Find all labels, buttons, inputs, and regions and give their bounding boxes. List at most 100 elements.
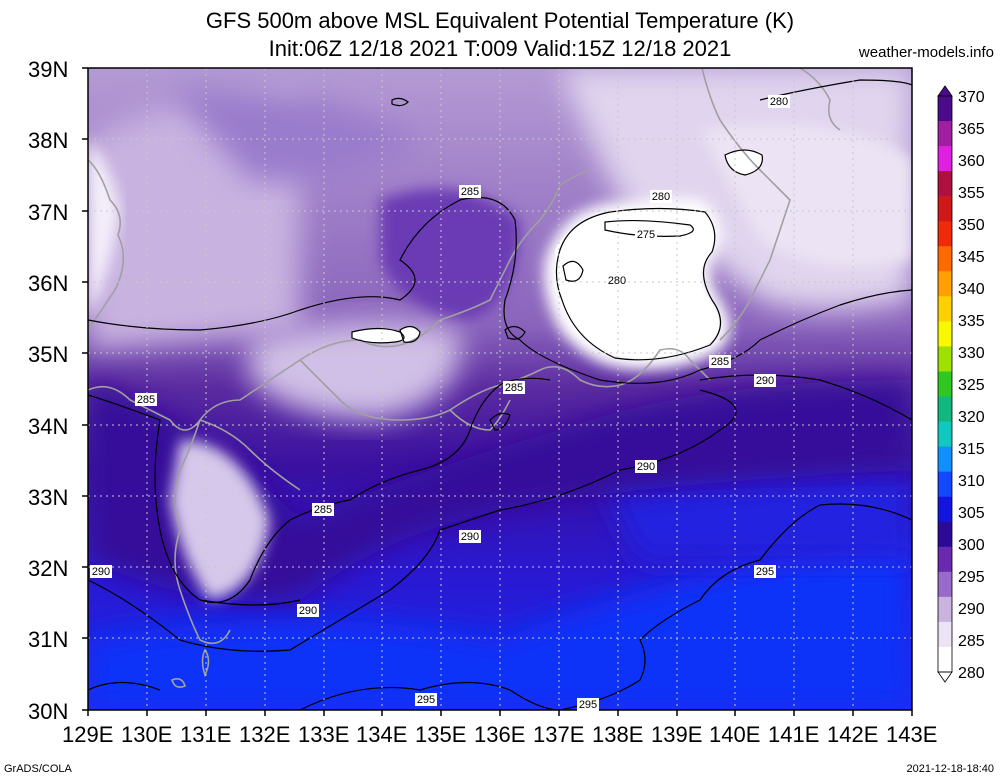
contour-285-kyushu: 285	[312, 503, 334, 516]
contour-285-mid: 285	[503, 381, 525, 394]
contour-280-south: 280	[606, 273, 628, 287]
colorbar-swatch	[938, 121, 952, 147]
colorbar-swatch	[938, 646, 952, 673]
svg-text:295: 295	[756, 566, 774, 578]
lat-label-35n: 35N	[28, 342, 69, 367]
colorbar-swatch	[938, 321, 952, 347]
colorbar-label: 340	[958, 281, 985, 298]
lon-label-135e: 135E	[415, 722, 467, 747]
colorbar-label: 355	[958, 185, 985, 202]
lat-label-33n: 33N	[28, 485, 69, 510]
lon-label-137e: 137E	[533, 722, 585, 747]
colorbar-swatch	[938, 596, 952, 623]
lat-label-32n: 32N	[28, 556, 69, 581]
colorbar-swatch	[938, 621, 952, 648]
colorbar-swatch	[938, 546, 952, 573]
colorbar-swatch	[938, 471, 952, 498]
lon-label-138e: 138E	[592, 722, 644, 747]
lat-label-31n: 31N	[28, 627, 69, 652]
svg-text:285: 285	[711, 356, 729, 368]
lon-label-133e: 133E	[298, 722, 350, 747]
colorbar-label: 295	[958, 569, 985, 586]
svg-text:280: 280	[608, 275, 626, 287]
lon-label-141e: 141E	[768, 722, 820, 747]
colorbar-label: 315	[958, 441, 985, 458]
colorbar-swatch	[938, 371, 952, 398]
lat-label-36n: 36N	[28, 271, 69, 296]
colorbar: 370 365 360 355 350 345 340 335 330 325 320 315 310 3…	[937, 85, 985, 683]
colorbar-arrow-bottom	[937, 671, 953, 683]
lon-label-134e: 134E	[356, 722, 408, 747]
svg-text:280: 280	[652, 191, 670, 203]
colorbar-swatch	[938, 396, 952, 423]
colorbar-label: 345	[958, 249, 985, 266]
coastlines	[88, 68, 841, 688]
colorbar-swatch	[938, 496, 952, 523]
lon-label-129e: 129E	[62, 722, 114, 747]
svg-text:290: 290	[299, 605, 317, 617]
lat-label-37n: 37N	[28, 200, 69, 225]
lon-label-140e: 140E	[709, 722, 761, 747]
colorbar-swatch	[938, 421, 952, 448]
svg-text:285: 285	[505, 382, 523, 394]
colorbar-label: 320	[958, 409, 985, 426]
svg-text:290: 290	[461, 531, 479, 543]
colorbar-swatch	[938, 521, 952, 548]
contour-295-east: 295	[754, 565, 776, 578]
colorbar-label: 290	[958, 601, 985, 618]
tick-marks	[82, 67, 913, 716]
footer-right: 2021-12-18-18:40	[906, 763, 994, 775]
contour-290-east: 290	[754, 374, 776, 387]
colorbar-swatch	[938, 296, 952, 322]
contour-290-south: 290	[297, 604, 319, 617]
contour-285-west: 285	[135, 393, 157, 406]
colorbar-label: 325	[958, 377, 985, 394]
contour-275: 275	[635, 228, 657, 241]
lon-label-130e: 130E	[121, 722, 173, 747]
contour-290-west: 290	[90, 565, 112, 578]
lon-label-142e: 142E	[827, 722, 879, 747]
colorbar-border	[937, 95, 953, 673]
svg-text:280: 280	[770, 96, 788, 108]
contour-value-labels: 280 280 275 280 285 285 285 285 285 290 …	[90, 95, 790, 711]
lat-label-39n: 39N	[28, 57, 69, 82]
svg-text:285: 285	[461, 186, 479, 198]
title-line-2: Init:06Z 12/18 2021 T:009 Valid:15Z 12/1…	[268, 36, 732, 61]
colorbar-swatch	[938, 571, 952, 598]
svg-text:285: 285	[137, 394, 155, 406]
colorbar-swatch	[938, 196, 952, 222]
colorbar-swatch	[938, 221, 952, 247]
contour-280-ne: 280	[768, 95, 790, 108]
svg-text:290: 290	[92, 566, 110, 578]
lat-label-34n: 34N	[28, 414, 69, 439]
lon-label-136e: 136E	[474, 722, 526, 747]
colorbar-swatch	[938, 146, 952, 172]
contour-295-south2: 295	[577, 698, 599, 711]
colorbar-label: 280	[958, 665, 985, 682]
svg-text:285: 285	[314, 504, 332, 516]
contour-lines	[88, 79, 912, 710]
colorbar-label: 350	[958, 217, 985, 234]
contour-280-center: 280	[650, 190, 672, 203]
colorbar-label: 365	[958, 121, 985, 138]
contour-285-east: 285	[709, 355, 731, 368]
lat-label-38n: 38N	[28, 128, 69, 153]
svg-text:290: 290	[756, 375, 774, 387]
lon-label-143e: 143E	[886, 722, 938, 747]
colorbar-label: 300	[958, 537, 985, 554]
colorbar-label: 310	[958, 473, 985, 490]
contour-290-mid: 290	[459, 530, 481, 543]
colorbar-label: 330	[958, 345, 985, 362]
svg-text:275: 275	[637, 229, 655, 241]
field-shading	[88, 68, 912, 710]
svg-text:295: 295	[417, 694, 435, 706]
svg-text:295: 295	[579, 699, 597, 711]
site-watermark: weather-models.info	[858, 44, 994, 61]
colorbar-swatch	[938, 96, 952, 122]
colorbar-label: 335	[958, 313, 985, 330]
colorbar-swatch	[938, 446, 952, 473]
lon-label-131e: 131E	[180, 722, 232, 747]
colorbar-label: 370	[958, 89, 985, 106]
lon-label-139e: 139E	[651, 722, 703, 747]
